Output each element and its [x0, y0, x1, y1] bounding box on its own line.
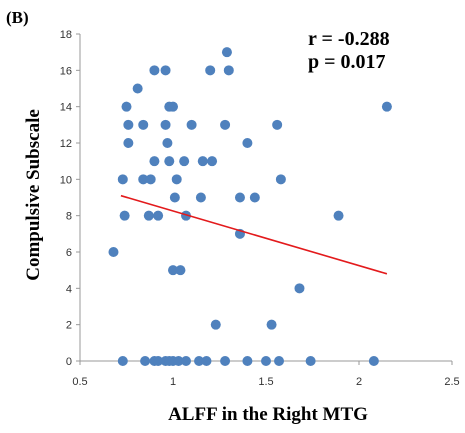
data-point — [266, 319, 277, 330]
data-point — [210, 319, 221, 330]
y-tick-label: 14 — [60, 102, 72, 114]
data-point — [153, 210, 164, 221]
data-point — [261, 356, 271, 366]
x-tick-label: 1.5 — [258, 376, 273, 388]
y-tick-label: 16 — [60, 65, 72, 77]
y-tick-label: 0 — [66, 356, 72, 368]
data-point — [305, 356, 316, 366]
data-point — [108, 247, 119, 257]
data-point — [275, 174, 286, 185]
data-point — [274, 356, 285, 366]
x-tick-label: 0.5 — [72, 376, 87, 388]
data-point — [160, 65, 171, 76]
y-axis-label: Compulsive Subscale — [23, 109, 44, 281]
data-point — [333, 210, 344, 221]
x-tick-label: 2.5 — [444, 376, 459, 388]
data-point — [149, 65, 160, 76]
data-point — [119, 210, 130, 221]
data-point — [168, 101, 178, 112]
y-tick-label: 4 — [66, 283, 72, 295]
data-point — [168, 265, 178, 276]
data-point — [195, 192, 206, 203]
data-point — [169, 192, 180, 203]
data-point — [181, 356, 192, 366]
data-point — [138, 119, 149, 130]
data-point — [149, 156, 160, 167]
data-point — [162, 138, 173, 148]
data-point — [121, 101, 132, 112]
data-point — [194, 356, 205, 366]
p-statistic: p = 0.017 — [308, 51, 386, 73]
y-tick-label: 8 — [66, 211, 72, 223]
data-point — [181, 210, 192, 221]
data-point — [153, 356, 164, 366]
data-point — [207, 156, 218, 167]
data-point — [138, 174, 149, 185]
data-point — [294, 283, 305, 294]
data-point — [220, 119, 231, 130]
data-point — [221, 47, 232, 58]
data-point — [117, 174, 128, 185]
data-point — [164, 156, 175, 167]
data-point — [201, 356, 212, 366]
x-axis-label: ALFF in the Right MTG — [168, 404, 368, 425]
data-point — [272, 119, 283, 130]
data-point — [173, 356, 184, 366]
data-point — [381, 101, 392, 112]
data-point — [234, 192, 245, 203]
data-point — [242, 356, 253, 366]
trendline-group — [120, 194, 388, 275]
y-tick-label: 12 — [60, 138, 72, 150]
data-point — [223, 65, 234, 76]
x-tick-label: 2 — [356, 376, 362, 388]
y-tick-label: 2 — [66, 320, 72, 332]
data-point — [117, 356, 128, 366]
data-point — [123, 119, 134, 130]
data-point — [175, 265, 186, 276]
data-point — [249, 192, 260, 203]
data-point — [160, 119, 171, 130]
data-point — [145, 174, 156, 185]
y-tick-label: 6 — [66, 247, 72, 259]
data-point — [197, 156, 208, 167]
data-point — [205, 65, 216, 76]
data-point — [123, 138, 134, 148]
data-point — [242, 138, 253, 148]
data-point — [220, 356, 231, 366]
panel-label: (B) — [6, 8, 29, 27]
data-point — [143, 210, 154, 221]
r-statistic: r = -0.288 — [308, 28, 390, 50]
data-point — [186, 119, 197, 130]
data-point — [171, 174, 182, 185]
data-point — [140, 356, 151, 366]
data-point — [179, 156, 190, 167]
data-point — [368, 356, 379, 366]
data-points — [108, 47, 392, 366]
x-tick-label: 1 — [170, 376, 176, 388]
tick-labels: 0 2 4 6 8 10 12 14 16 18 0.5 1 1.5 2 2.5 — [60, 29, 460, 388]
trendline — [120, 194, 388, 275]
y-tick-label: 10 — [60, 174, 72, 186]
data-point — [132, 83, 143, 94]
y-tick-label: 18 — [60, 29, 72, 41]
